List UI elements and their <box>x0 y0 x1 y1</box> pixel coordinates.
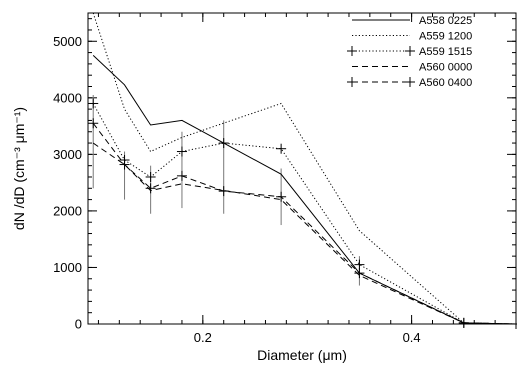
x-tick-label: 0.2 <box>194 330 212 345</box>
series-lines <box>88 12 517 329</box>
x-axis-title: Diameter (μm) <box>257 347 347 363</box>
legend-label: A559 1515 <box>419 46 472 58</box>
series-line <box>92 12 517 325</box>
legend-item: A559 1200 <box>352 31 472 43</box>
legend-item: A558 0225 <box>352 15 472 27</box>
y-tick-label: 5000 <box>53 34 82 49</box>
y-tick-label: 2000 <box>53 203 82 218</box>
series-a560-0000 <box>92 142 517 325</box>
legend-item: A560 0400 <box>347 77 472 89</box>
series-a559-1515 <box>88 98 517 329</box>
series-a560-0400 <box>88 118 517 329</box>
legend: A558 0225 A559 1200 A559 1515 A560 0000 A560… <box>347 15 472 89</box>
legend-label: A559 1200 <box>419 31 472 43</box>
series-line <box>92 103 517 325</box>
x-tick-label: 0.4 <box>403 330 421 345</box>
series-line <box>92 142 517 325</box>
legend-item: A559 1515 <box>347 46 472 58</box>
legend-label: A560 0400 <box>419 77 472 89</box>
legend-item: A560 0000 <box>352 62 472 74</box>
legend-label: A558 0225 <box>419 15 472 27</box>
legend-label: A560 0000 <box>419 62 472 74</box>
axes: 0.2 0.4 0 1000 2000 3000 4000 5000 <box>53 12 517 345</box>
y-tick-label: 1000 <box>53 260 82 275</box>
y-tick-label: 4000 <box>53 90 82 105</box>
series-line <box>92 122 517 325</box>
y-tick-label: 3000 <box>53 147 82 162</box>
series-a559-1200 <box>92 12 517 325</box>
error-bars <box>92 94 360 286</box>
plot-frame <box>87 12 517 325</box>
y-axis-title: dN /dD (cm⁻³ μm⁻¹) <box>11 107 27 230</box>
y-tick-label: 0 <box>75 317 82 332</box>
